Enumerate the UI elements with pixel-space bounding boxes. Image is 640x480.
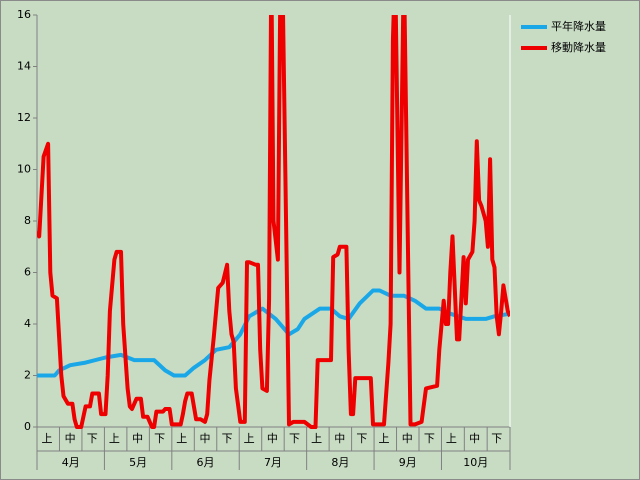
x-tick-label: 中 xyxy=(402,432,413,445)
x-tick-label: 上 xyxy=(176,432,187,445)
y-tick-label: 2 xyxy=(24,369,31,382)
y-tick-label: 8 xyxy=(24,214,31,227)
x-tick-label: 上 xyxy=(311,432,322,445)
x-tick-label: 上 xyxy=(379,432,390,445)
series-line xyxy=(37,288,510,378)
y-tick-label: 0 xyxy=(24,420,31,433)
group-label: 7月 xyxy=(264,456,282,469)
x-tick-label: 下 xyxy=(491,432,502,445)
x-tick-label: 上 xyxy=(446,432,457,445)
x-tick-label: 中 xyxy=(469,432,480,445)
series-line xyxy=(37,15,510,429)
group-label: 5月 xyxy=(129,456,147,469)
group-label: 10月 xyxy=(463,456,488,469)
plot-area xyxy=(37,15,510,429)
x-tick-label: 中 xyxy=(267,432,278,445)
x-tick-label: 中 xyxy=(65,432,76,445)
x-tick-label: 上 xyxy=(244,432,255,445)
x-tick-label: 下 xyxy=(424,432,435,445)
legend-label: 平年降水量 xyxy=(551,19,606,33)
legend-label: 移動降水量 xyxy=(551,40,606,54)
x-tick-label: 中 xyxy=(334,432,345,445)
x-tick-label: 中 xyxy=(199,432,210,445)
y-tick-label: 4 xyxy=(24,317,31,330)
x-tick-label: 上 xyxy=(109,432,120,445)
group-label: 4月 xyxy=(62,456,80,469)
x-tick-label: 上 xyxy=(41,432,52,445)
x-tick-label: 中 xyxy=(132,432,143,445)
y-tick-label: 6 xyxy=(24,266,31,279)
x-tick-label: 下 xyxy=(356,432,367,445)
group-label: 9月 xyxy=(399,456,417,469)
x-tick-label: 下 xyxy=(222,432,233,445)
y-tick-label: 14 xyxy=(17,60,31,73)
x-tick-label: 下 xyxy=(154,432,165,445)
y-tick-label: 16 xyxy=(17,8,31,21)
group-label: 8月 xyxy=(331,456,349,469)
x-tick-label: 下 xyxy=(87,432,98,445)
y-tick-label: 12 xyxy=(17,111,31,124)
x-tick-label: 下 xyxy=(289,432,300,445)
y-tick-label: 10 xyxy=(17,163,31,176)
group-label: 6月 xyxy=(197,456,215,469)
